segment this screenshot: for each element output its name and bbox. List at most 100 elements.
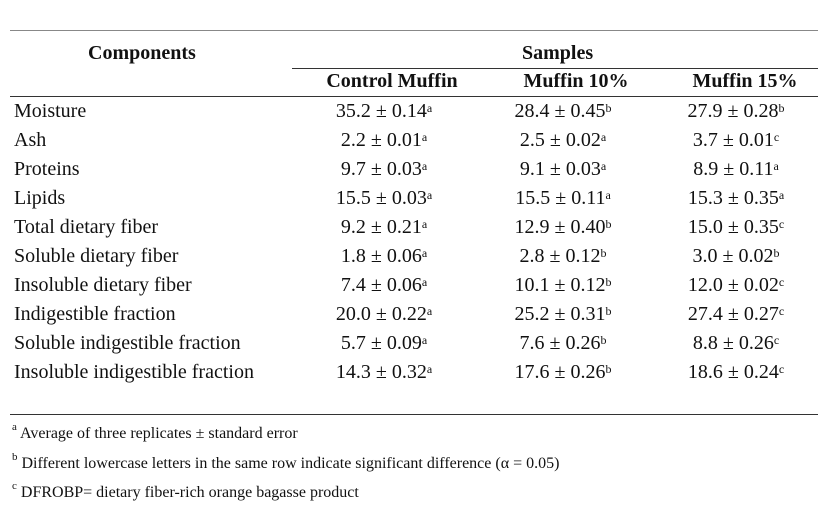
composition-table: Moisture 35.2 ± 0.14a 28.4 ± 0.45b 27.9 ± 0… <box>14 97 820 387</box>
significance-letter: b <box>773 246 780 260</box>
value-cell: 15.0 ± 0.35c <box>652 213 820 242</box>
value-cell: 9.1 ± 0.03a <box>474 155 652 184</box>
value-cell: 9.2 ± 0.21a <box>294 213 474 242</box>
value-cell: 15.5 ± 0.11a <box>474 184 652 213</box>
footnote-text: Average of three replicates ± standard e… <box>20 425 298 442</box>
samples-rule <box>292 68 818 69</box>
component-label: Insoluble indigestible fraction <box>14 361 254 383</box>
significance-letter: a <box>773 159 779 173</box>
column-header-control: Control Muffin <box>326 70 458 92</box>
component-label: Proteins <box>14 158 80 180</box>
table-row: Indigestible fraction 20.0 ± 0.22a 25.2 ± … <box>14 300 820 329</box>
value-cell: 7.4 ± 0.06a <box>294 271 474 300</box>
significance-letter: a <box>426 101 433 115</box>
value-text: 5.7 ± 0.09 <box>340 332 422 354</box>
significance-letter: c <box>778 217 785 231</box>
significance-letter: a <box>421 275 428 289</box>
components-header: Components <box>88 42 196 64</box>
table-row: Lipids 15.5 ± 0.03a 15.5 ± 0.11a 15.3 ± 0.3… <box>14 184 820 213</box>
significance-letter: a <box>605 188 611 202</box>
footnote-text: Different lowercase letters in the same … <box>21 455 560 472</box>
value-text: 9.1 ± 0.03 <box>519 158 601 180</box>
significance-letter: a <box>426 188 433 202</box>
significance-letter: b <box>605 275 612 289</box>
footnote-mark: b <box>12 451 18 463</box>
significance-letter: a <box>778 188 785 202</box>
value-cell: 28.4 ± 0.45b <box>474 97 652 126</box>
table-row: Moisture 35.2 ± 0.14a 28.4 ± 0.45b 27.9 ± 0… <box>14 97 820 126</box>
value-cell: 12.0 ± 0.02c <box>652 271 820 300</box>
significance-letter: a <box>426 362 433 376</box>
value-text: 12.0 ± 0.02 <box>687 274 779 296</box>
column-header-muffin-15: Muffin 15% <box>692 70 798 92</box>
value-text: 8.9 ± 0.11 <box>693 158 774 180</box>
value-cell: 15.3 ± 0.35a <box>652 184 820 213</box>
significance-letter: a <box>421 130 428 144</box>
value-text: 9.2 ± 0.21 <box>340 216 422 238</box>
component-label: Insoluble dietary fiber <box>14 274 192 296</box>
value-cell: 7.6 ± 0.26b <box>474 329 652 358</box>
value-text: 28.4 ± 0.45 <box>514 100 606 122</box>
value-cell: 18.6 ± 0.24c <box>652 358 820 387</box>
significance-letter: b <box>778 101 785 115</box>
component-label: Ash <box>14 129 47 151</box>
footnote-b: b Different lowercase letters in the sam… <box>12 451 560 473</box>
value-cell: 14.3 ± 0.32a <box>294 358 474 387</box>
value-cell: 17.6 ± 0.26b <box>474 358 652 387</box>
value-text: 27.9 ± 0.28 <box>687 100 779 122</box>
value-text: 7.6 ± 0.26 <box>519 332 601 354</box>
table-row: Insoluble dietary fiber 7.4 ± 0.06a 10.1 ±… <box>14 271 820 300</box>
table-row: Soluble indigestible fraction 5.7 ± 0.09a… <box>14 329 820 358</box>
value-cell: 2.2 ± 0.01a <box>294 126 474 155</box>
significance-letter: b <box>600 246 607 260</box>
value-cell: 2.8 ± 0.12b <box>474 242 652 271</box>
value-text: 8.8 ± 0.26 <box>692 332 774 354</box>
table-row: Proteins 9.7 ± 0.03a 9.1 ± 0.03a 8.9 ± 0.11… <box>14 155 820 184</box>
table-row: Total dietary fiber 9.2 ± 0.21a 12.9 ± 0.4… <box>14 213 820 242</box>
value-text: 17.6 ± 0.26 <box>514 361 606 383</box>
value-text: 1.8 ± 0.06 <box>340 245 422 267</box>
value-cell: 35.2 ± 0.14a <box>294 97 474 126</box>
significance-letter: b <box>605 217 612 231</box>
significance-letter: c <box>778 304 785 318</box>
table-row: Ash 2.2 ± 0.01a 2.5 ± 0.02a 3.7 ± 0.01c <box>14 126 820 155</box>
significance-letter: b <box>605 304 612 318</box>
footnote-a: a Average of three replicates ± standard… <box>12 421 298 443</box>
significance-letter: a <box>600 159 607 173</box>
value-text: 25.2 ± 0.31 <box>514 303 606 325</box>
footnote-text: DFROBP= dietary fiber-rich orange bagass… <box>20 484 359 501</box>
component-label: Soluble indigestible fraction <box>14 332 241 354</box>
significance-letter: a <box>426 304 433 318</box>
significance-letter: b <box>605 101 612 115</box>
significance-letter: c <box>773 333 780 347</box>
significance-letter: a <box>421 217 428 231</box>
component-label: Soluble dietary fiber <box>14 245 179 267</box>
value-cell: 8.8 ± 0.26c <box>652 329 820 358</box>
value-cell: 3.0 ± 0.02b <box>652 242 820 271</box>
significance-letter: a <box>421 333 428 347</box>
value-text: 3.7 ± 0.01 <box>692 129 774 151</box>
column-header-muffin-10: Muffin 10% <box>523 70 629 92</box>
value-text: 9.7 ± 0.03 <box>340 158 422 180</box>
component-label: Moisture <box>14 100 87 122</box>
value-text: 20.0 ± 0.22 <box>335 303 427 325</box>
value-text: 15.5 ± 0.03 <box>335 187 427 209</box>
value-cell: 27.4 ± 0.27c <box>652 300 820 329</box>
samples-header: Samples <box>522 42 594 64</box>
value-cell: 3.7 ± 0.01c <box>652 126 820 155</box>
value-cell: 15.5 ± 0.03a <box>294 184 474 213</box>
significance-letter: c <box>778 362 785 376</box>
value-text: 7.4 ± 0.06 <box>340 274 422 296</box>
significance-letter: a <box>421 159 428 173</box>
value-text: 15.0 ± 0.35 <box>687 216 779 238</box>
value-text: 18.6 ± 0.24 <box>687 361 779 383</box>
value-cell: 12.9 ± 0.40b <box>474 213 652 242</box>
value-cell: 1.8 ± 0.06a <box>294 242 474 271</box>
table-top-rule <box>10 30 818 31</box>
component-label: Total dietary fiber <box>14 216 159 238</box>
table-row: Soluble dietary fiber 1.8 ± 0.06a 2.8 ± 0.… <box>14 242 820 271</box>
value-text: 3.0 ± 0.02 <box>692 245 774 267</box>
value-cell: 5.7 ± 0.09a <box>294 329 474 358</box>
significance-letter: a <box>421 246 428 260</box>
significance-letter: b <box>600 333 607 347</box>
